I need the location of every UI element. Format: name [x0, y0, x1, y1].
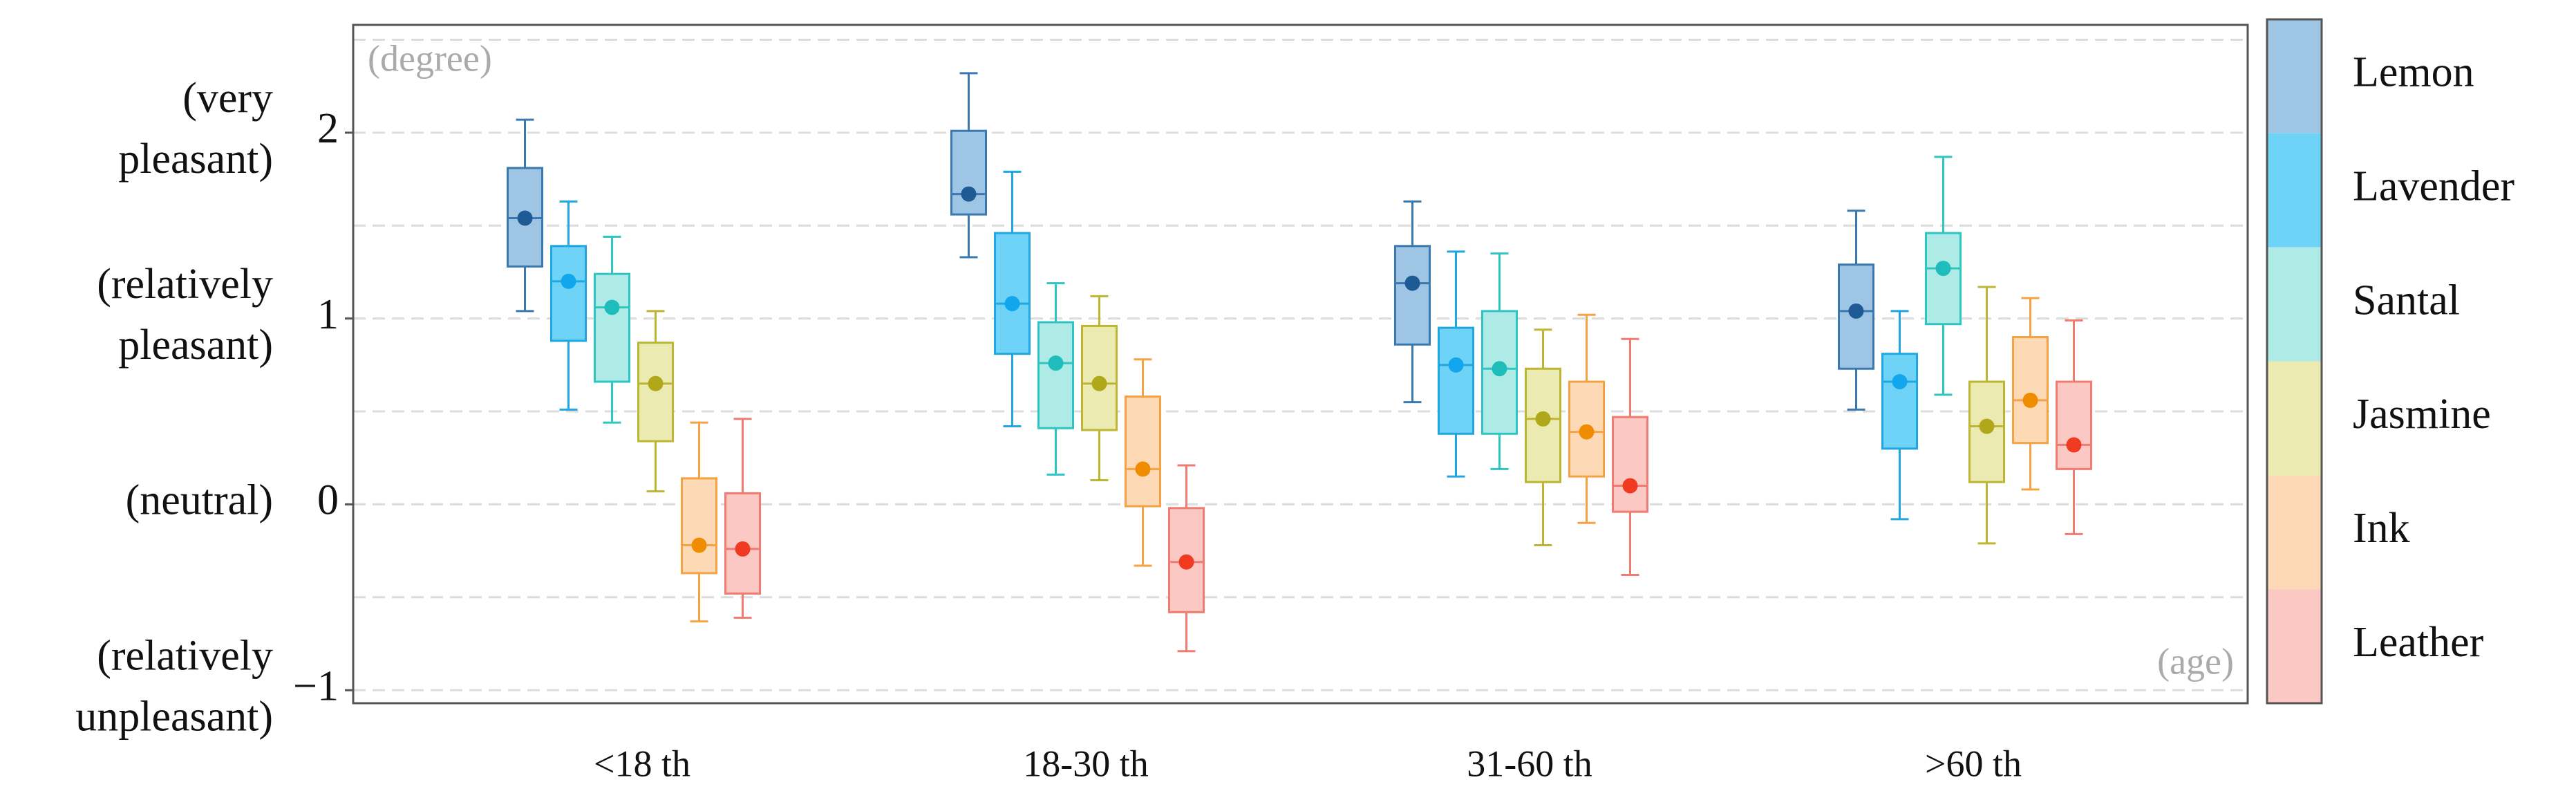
box-group [2012, 297, 2049, 491]
median-dot [604, 299, 620, 315]
legend-swatch [2267, 133, 2322, 248]
y-tick-description: (relatively [97, 261, 273, 308]
median-dot [1579, 424, 1595, 440]
box [1881, 353, 1918, 450]
legend-swatch [2267, 475, 2322, 590]
box-group [1925, 156, 1962, 396]
median-dot [1448, 357, 1464, 373]
x-tick-label: <18 th [594, 743, 690, 784]
median-dot [1492, 361, 1507, 377]
box [1037, 321, 1074, 429]
median-dot [1935, 261, 1951, 277]
box [550, 245, 587, 342]
y-tick-label: 2 [317, 105, 339, 152]
y-tick-description: unpleasant) [75, 693, 273, 740]
box [1125, 396, 1161, 508]
box-group [550, 200, 587, 411]
box [1612, 416, 1648, 513]
box-group [1481, 252, 1518, 470]
legend-label: Jasmine [2353, 391, 2491, 438]
median-dot [1404, 275, 1420, 291]
box-group [1168, 464, 1205, 653]
legend-label: Santal [2353, 277, 2460, 324]
box-group [1037, 282, 1074, 476]
median-dot [1622, 478, 1638, 494]
median-dot [691, 537, 707, 553]
x-unit-annotation: (age) [2157, 640, 2234, 682]
median-dot [735, 541, 751, 557]
box-group [507, 118, 543, 313]
box-group [1125, 358, 1161, 567]
median-dot [1848, 303, 1864, 319]
box-group [1081, 295, 1118, 481]
box [1394, 245, 1431, 346]
median-dot [1004, 296, 1020, 312]
box-group [1394, 200, 1431, 404]
box-group [1525, 328, 1561, 547]
y-tick-label: 0 [317, 477, 339, 524]
x-tick-label: 18-30 th [1023, 743, 1149, 784]
box [681, 477, 717, 575]
box [2056, 380, 2092, 470]
median-dot [1091, 375, 1107, 391]
box-group [1968, 286, 2005, 545]
y-tick-label: 1 [317, 291, 339, 338]
median-dot [1535, 411, 1551, 427]
legend-frame [2266, 18, 2323, 705]
box-group [1881, 310, 1918, 521]
median-dot [1892, 374, 1908, 390]
legend-label: Leather [2353, 619, 2484, 666]
box [594, 272, 630, 383]
box-group [594, 235, 630, 424]
y-tick-description: pleasant) [118, 322, 273, 369]
legend-swatch [2267, 247, 2322, 362]
box-group [994, 170, 1031, 428]
box-group [1438, 250, 1474, 478]
y-tick-description: (very [182, 75, 273, 122]
median-dot [561, 273, 576, 289]
x-tick-label: >60 th [1925, 743, 2022, 784]
box-group [1568, 313, 1605, 524]
median-dot [1048, 355, 1064, 371]
plot-frame [352, 24, 2249, 705]
median-dot [2022, 392, 2038, 408]
box [1438, 326, 1474, 435]
legend-swatch [2267, 361, 2322, 476]
median-dot [961, 186, 977, 202]
box-group [724, 418, 761, 619]
median-dot [648, 375, 664, 391]
box-group [1612, 337, 1648, 577]
box [2012, 336, 2049, 445]
y-tick-description: pleasant) [118, 136, 273, 183]
box [950, 129, 987, 216]
median-dot [1135, 461, 1151, 477]
y-tick-description: (neutral) [126, 477, 273, 524]
median-dot [1178, 554, 1194, 570]
y-tick-description: (relatively [97, 632, 273, 679]
y-tick-label: −1 [293, 662, 339, 709]
legend-label: Lemon [2353, 49, 2474, 96]
box [1481, 310, 1518, 435]
box-group [681, 421, 717, 623]
box-group [637, 310, 674, 493]
legend-swatch [2267, 589, 2322, 703]
box-group [1838, 210, 1874, 411]
box [1925, 232, 1962, 326]
box-group [950, 72, 987, 259]
legend-label: Ink [2353, 505, 2410, 552]
y-unit-annotation: (degree) [368, 37, 492, 79]
x-tick-label: 31-60 th [1467, 743, 1592, 784]
median-dot [1979, 418, 1995, 434]
legend-swatch [2267, 19, 2322, 133]
median-dot [2066, 437, 2082, 453]
box [994, 232, 1031, 355]
box-group [2056, 319, 2092, 535]
legend-label: Lavender [2353, 162, 2514, 210]
median-dot [517, 210, 533, 226]
box [637, 342, 674, 443]
